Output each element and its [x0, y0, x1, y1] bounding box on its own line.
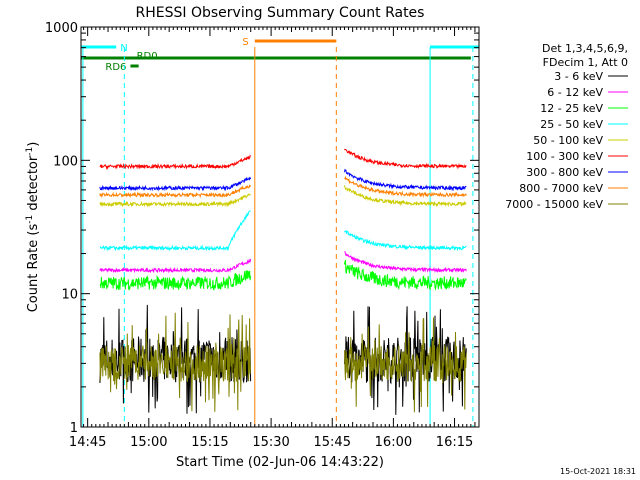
legend-entry: 800 - 7000 keV — [519, 182, 603, 195]
y-axis: 1 10 100 1000 — [45, 21, 479, 436]
series-line — [344, 168, 467, 192]
series-line — [344, 185, 467, 208]
legend-header: FDecim 1, Att 0 — [543, 56, 628, 69]
series-line — [99, 270, 252, 291]
legend-entry: 3 - 6 keV — [554, 70, 603, 83]
legend-entry: 300 - 800 keV — [526, 166, 603, 179]
y-tick-label: 1 — [70, 421, 78, 436]
rd6-flag-label: RD6 — [105, 62, 126, 73]
plot-frame — [80, 26, 480, 428]
legend-entry: 6 - 12 keV — [547, 86, 603, 99]
y-axis-label: Count Rate (s-1 detector-1) — [25, 142, 41, 313]
y-tick-label: 100 — [53, 154, 78, 169]
series-line — [344, 175, 467, 199]
y-tick-label: 10 — [61, 288, 78, 303]
series-line — [99, 193, 251, 208]
x-tick-label: 16:15 — [436, 435, 473, 450]
series-layer — [99, 148, 467, 415]
legend-entry: 50 - 100 keV — [533, 134, 603, 147]
y-axis-label-end: ) — [26, 142, 41, 147]
x-tick-label: 15:15 — [191, 435, 228, 450]
chart-title: RHESSI Observing Summary Count Rates — [136, 5, 425, 21]
timestamp: 15-Oct-2021 18:31 — [560, 467, 636, 476]
series-line — [99, 210, 251, 252]
series-line — [99, 312, 252, 412]
legend-header: Det 1,3,4,5,6,9, — [542, 42, 628, 55]
series-line — [344, 317, 467, 413]
legend-entry: 7000 - 15000 keV — [505, 198, 603, 211]
x-tick-label: 15:30 — [252, 435, 289, 450]
saa-flag-label: S — [242, 37, 248, 48]
series-line — [99, 184, 252, 199]
x-tick-label: 15:45 — [314, 435, 351, 450]
legend: Det 1,3,4,5,6,9,FDecim 1, Att 03 - 6 keV… — [505, 42, 628, 211]
legend-entry: 12 - 25 keV — [540, 102, 603, 115]
y-axis-label-mid: detector — [26, 155, 41, 215]
x-axis-label: Start Time (02-Jun-06 14:43:22) — [176, 455, 384, 470]
series-line — [344, 260, 467, 291]
series-line — [99, 154, 252, 170]
x-tick-label: 15:00 — [130, 435, 167, 450]
series-line — [344, 148, 467, 170]
x-axis: 14:45 15:00 15:15 15:30 15:45 16:00 16:15 — [69, 27, 480, 450]
x-tick-label: 16:00 — [375, 435, 412, 450]
y-axis-label-main: Count Rate (s — [26, 224, 41, 313]
legend-entry: 100 - 300 keV — [526, 150, 603, 163]
legend-entry: 25 - 50 keV — [540, 118, 603, 131]
y-tick-label: 1000 — [45, 21, 78, 36]
series-line — [99, 258, 252, 274]
series-line — [344, 251, 467, 273]
series-line — [99, 176, 252, 192]
markers-layer — [82, 47, 474, 427]
rd0-flag-label: RD0 — [137, 51, 158, 62]
series-line — [344, 230, 467, 252]
y-axis-label-exp-1: -1 — [25, 215, 35, 224]
x-tick-label: 14:45 — [69, 435, 106, 450]
y-axis-label-exp-2: -1 — [25, 147, 35, 156]
